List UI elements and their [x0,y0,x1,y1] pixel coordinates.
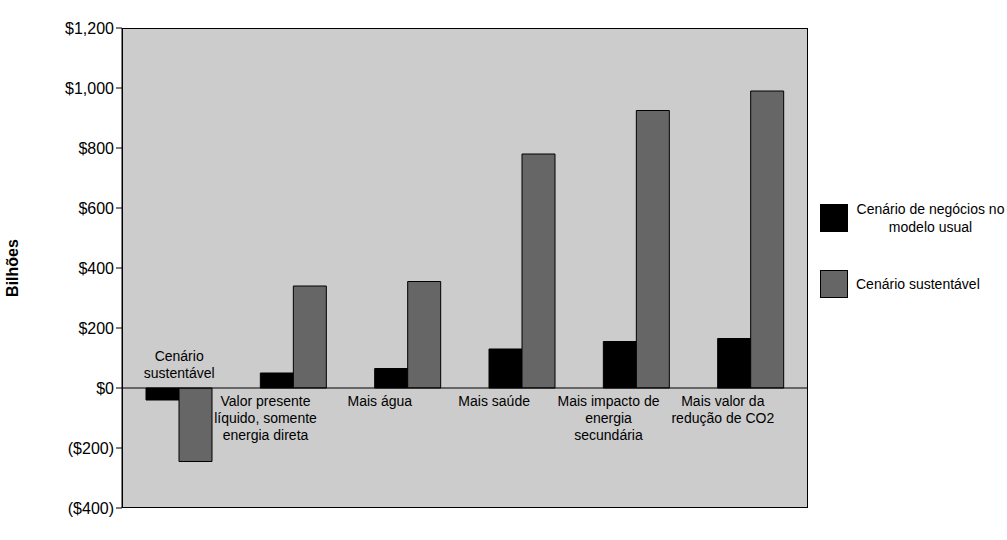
html-text:Cenário sustentável: Cenário sustentável [856,276,980,292]
svg-text:sustentável: sustentável [144,365,215,381]
svg-text:energia direta: energia direta [223,427,309,443]
svg-text:secundária: secundária [574,427,643,443]
svg-text:Mais saúde: Mais saúde [458,393,530,409]
svg-text:Mais água: Mais água [348,393,413,409]
svg-text:Mais valor da: Mais valor da [681,393,764,409]
svg-text:$800: $800 [78,140,114,157]
svg-text:$1,200: $1,200 [65,20,114,37]
svg-text:$400: $400 [78,260,114,277]
svg-text:($200): ($200) [68,440,114,457]
svg-text:Mais impacto de: Mais impacto de [558,393,660,409]
svg-text:redução de CO2: redução de CO2 [671,410,774,426]
svg-text:$1,000: $1,000 [65,80,114,97]
svg-text:energia: energia [585,410,632,426]
svg-text:Cenário: Cenário [155,348,204,364]
svg-text:($400): ($400) [68,500,114,517]
html-text:Cenário de negócios no modelo: Cenário de negócios no modelo usual [856,201,1005,235]
svg-text:líquido, somente: líquido, somente [214,410,317,426]
svg-text:$200: $200 [78,320,114,337]
svg-text:Bilhões: Bilhões [8,239,21,297]
svg-text:$0: $0 [96,380,114,397]
svg-text:$600: $600 [78,200,114,217]
svg-text:Valor presente: Valor presente [220,393,310,409]
